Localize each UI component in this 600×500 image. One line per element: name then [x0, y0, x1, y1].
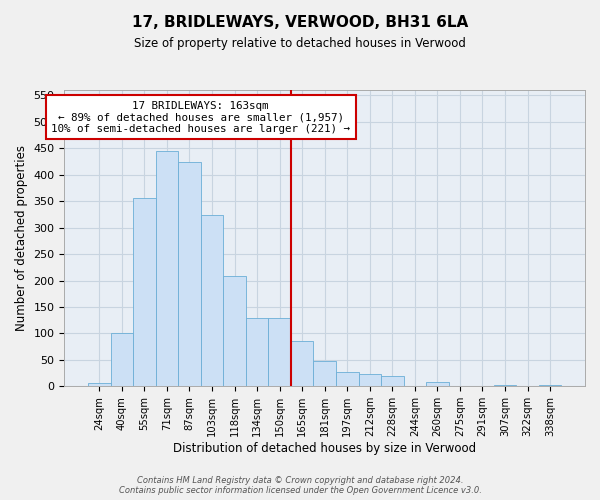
Text: 17 BRIDLEWAYS: 163sqm
← 89% of detached houses are smaller (1,957)
10% of semi-d: 17 BRIDLEWAYS: 163sqm ← 89% of detached … — [51, 100, 350, 134]
Bar — [110, 333, 133, 386]
Bar — [494, 385, 516, 386]
Bar — [426, 382, 449, 386]
X-axis label: Distribution of detached houses by size in Verwood: Distribution of detached houses by size … — [173, 442, 476, 455]
Bar — [88, 382, 110, 386]
Bar — [336, 372, 359, 386]
Bar — [246, 318, 268, 386]
Text: 17, BRIDLEWAYS, VERWOOD, BH31 6LA: 17, BRIDLEWAYS, VERWOOD, BH31 6LA — [132, 15, 468, 30]
Bar — [201, 216, 223, 386]
Bar — [291, 342, 313, 386]
Bar — [223, 276, 246, 386]
Text: Contains HM Land Registry data © Crown copyright and database right 2024.
Contai: Contains HM Land Registry data © Crown c… — [119, 476, 481, 495]
Y-axis label: Number of detached properties: Number of detached properties — [15, 145, 28, 331]
Bar — [178, 162, 201, 386]
Bar — [133, 198, 155, 386]
Bar — [381, 376, 404, 386]
Bar — [359, 374, 381, 386]
Text: Size of property relative to detached houses in Verwood: Size of property relative to detached ho… — [134, 38, 466, 51]
Bar — [313, 362, 336, 386]
Bar — [155, 151, 178, 386]
Bar — [268, 318, 291, 386]
